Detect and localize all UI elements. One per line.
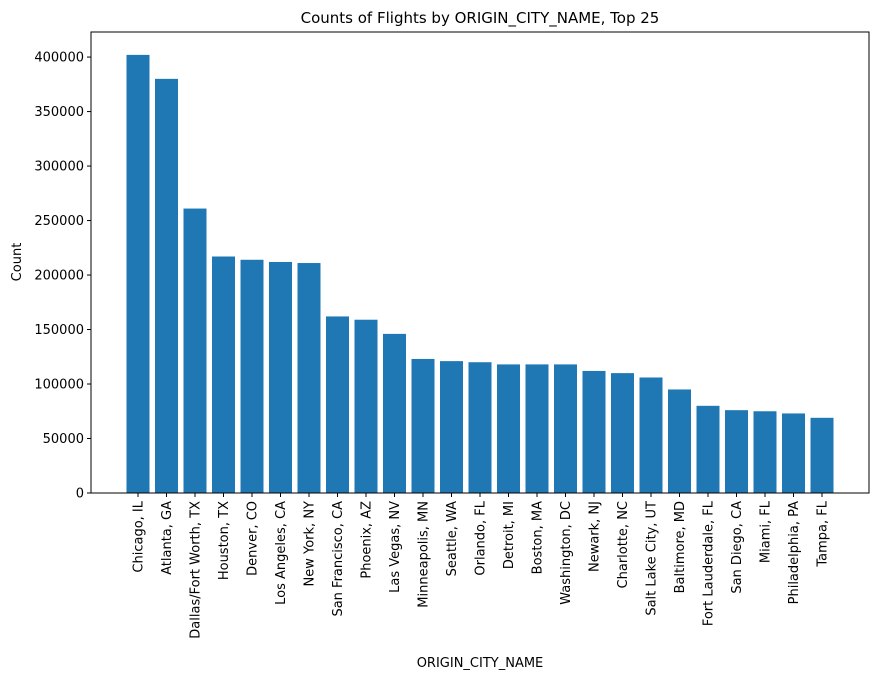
bar (183, 208, 207, 493)
bar (212, 256, 235, 493)
bar (326, 316, 349, 493)
x-tick-label: Miami, FL (759, 500, 774, 563)
x-tick-label: Los Angeles, CA (274, 501, 289, 605)
bar (155, 78, 178, 493)
x-tick-label: Minneapolis, MN (417, 501, 432, 608)
bar (582, 370, 606, 493)
bar (554, 364, 577, 493)
bar (782, 413, 805, 493)
x-tick-label: Dallas/Fort Worth, TX (189, 501, 204, 639)
y-tick-label: 400000 (34, 51, 84, 66)
y-tick-label: 250000 (34, 214, 84, 229)
bar (440, 361, 463, 493)
x-tick-label: Atlanta, GA (160, 501, 175, 575)
plot-area (126, 54, 834, 493)
bar (269, 261, 292, 493)
chart-title: Counts of Flights by ORIGIN_CITY_NAME, T… (301, 9, 660, 28)
bar (468, 362, 492, 493)
x-tick-label: Detroit, MI (502, 501, 517, 569)
y-tick-label: 100000 (34, 378, 84, 393)
x-tick-label: Baltimore, MD (673, 501, 688, 593)
y-tick-label: 300000 (34, 160, 84, 175)
x-tick-label: New York, NY (303, 501, 318, 587)
y-axis: 0 50000 100000 150000 200000 250000 300000 3500… (34, 51, 91, 502)
bar (497, 364, 520, 493)
bar (611, 373, 634, 493)
x-tick-label: Charlotte, NC (616, 501, 631, 588)
x-tick-label: Chicago, IL (132, 500, 147, 572)
x-tick-label: Fort Lauderdale, FL (702, 500, 717, 626)
x-tick-label: San Diego, CA (730, 501, 745, 594)
x-tick-label: Denver, CO (246, 501, 261, 576)
y-tick-label: 150000 (34, 323, 84, 338)
x-tick-label: Tampa, FL (816, 500, 831, 567)
x-tick-label: Boston, MA (531, 501, 546, 574)
x-tick-label: Orlando, FL (474, 500, 489, 575)
bar (525, 364, 549, 493)
x-axis-label: ORIGIN_CITY_NAME (417, 656, 544, 671)
bar (753, 411, 777, 493)
x-tick-label: Washington, DC (559, 501, 574, 605)
x-tick-label: San Francisco, CA (331, 501, 346, 617)
bar (725, 410, 748, 493)
y-tick-label: 0 (76, 487, 84, 502)
x-tick-label: Houston, TX (217, 501, 232, 580)
bar (411, 358, 435, 493)
x-tick-label: Phoenix, AZ (360, 501, 375, 579)
bar (240, 259, 264, 493)
bar (297, 263, 321, 493)
bar (354, 319, 378, 493)
bar (668, 389, 691, 493)
x-tick-label: Newark, NJ (588, 501, 603, 572)
x-tick-label: Philadelphia, PA (787, 501, 802, 604)
bar (126, 54, 150, 493)
y-tick-label: 350000 (34, 105, 84, 120)
y-axis-label: Count (10, 243, 25, 282)
x-tick-label: Salt Lake City, UT (645, 501, 660, 616)
bar (383, 333, 406, 493)
x-axis: Chicago, IL Atlanta, GA Dallas/Fort Worth,… (132, 493, 831, 639)
bar (810, 417, 834, 493)
bar (696, 405, 720, 493)
x-tick-label: Seattle, WA (445, 501, 460, 576)
bar (639, 377, 663, 493)
y-tick-label: 50000 (43, 432, 84, 447)
y-tick-label: 200000 (34, 269, 84, 284)
x-tick-label: Las Vegas, NV (388, 501, 403, 593)
